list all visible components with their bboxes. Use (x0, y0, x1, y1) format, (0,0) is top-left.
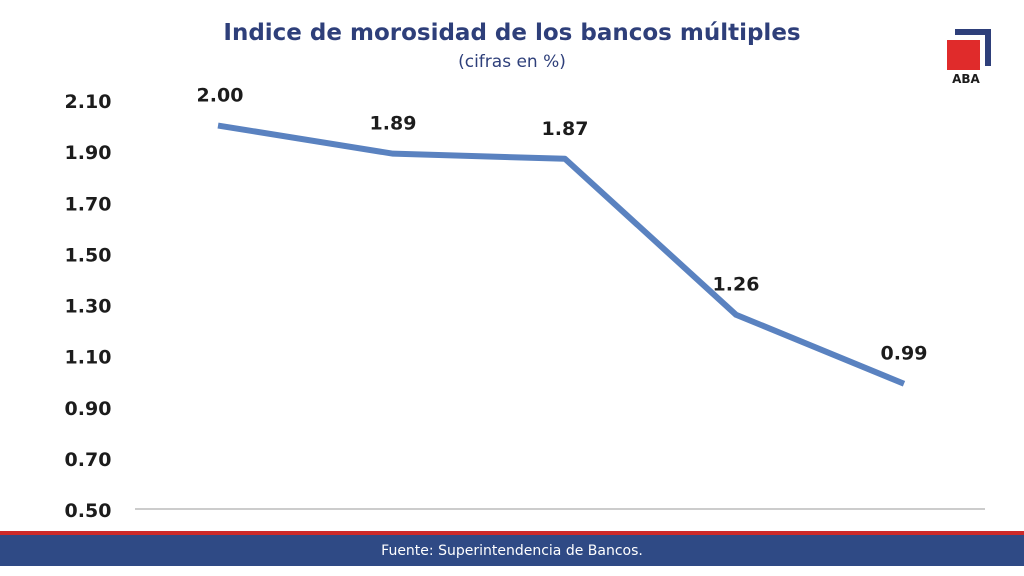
chart-subtitle: (cifras en %) (458, 52, 566, 72)
source-text: Fuente: Superintendencia de Bancos. (381, 542, 643, 559)
y-tick-label: 1.30 (65, 296, 112, 318)
y-tick-label: 1.70 (65, 193, 112, 215)
data-label: 2.00 (197, 85, 244, 107)
source-footer: Fuente: Superintendencia de Bancos. (0, 535, 1024, 566)
y-tick-label: 1.50 (65, 244, 112, 266)
aba-logo-icon (947, 29, 991, 70)
y-tick-label: 1.10 (65, 347, 112, 369)
data-label: 1.89 (370, 113, 417, 135)
y-axis: 2.10 1.90 1.70 1.50 1.30 1.10 0.90 0.70 0.50 (65, 91, 112, 522)
data-label: 0.99 (881, 343, 928, 365)
logo-text: ABA (952, 72, 980, 86)
y-tick-label: 2.10 (65, 91, 112, 113)
y-tick-label: 0.90 (65, 398, 112, 420)
chart-title: Indice de morosidad de los bancos múltip… (223, 20, 801, 46)
footer-accent-bar (0, 531, 1024, 535)
data-label: 1.87 (542, 118, 589, 140)
y-tick-label: 0.70 (65, 449, 112, 471)
data-label: 1.26 (713, 274, 760, 296)
series-group: 2.00 1.89 1.87 1.26 0.99 (197, 85, 928, 387)
y-tick-label: 1.90 (65, 142, 112, 164)
y-tick-label: 0.50 (65, 500, 112, 522)
series-line (217, 122, 906, 387)
